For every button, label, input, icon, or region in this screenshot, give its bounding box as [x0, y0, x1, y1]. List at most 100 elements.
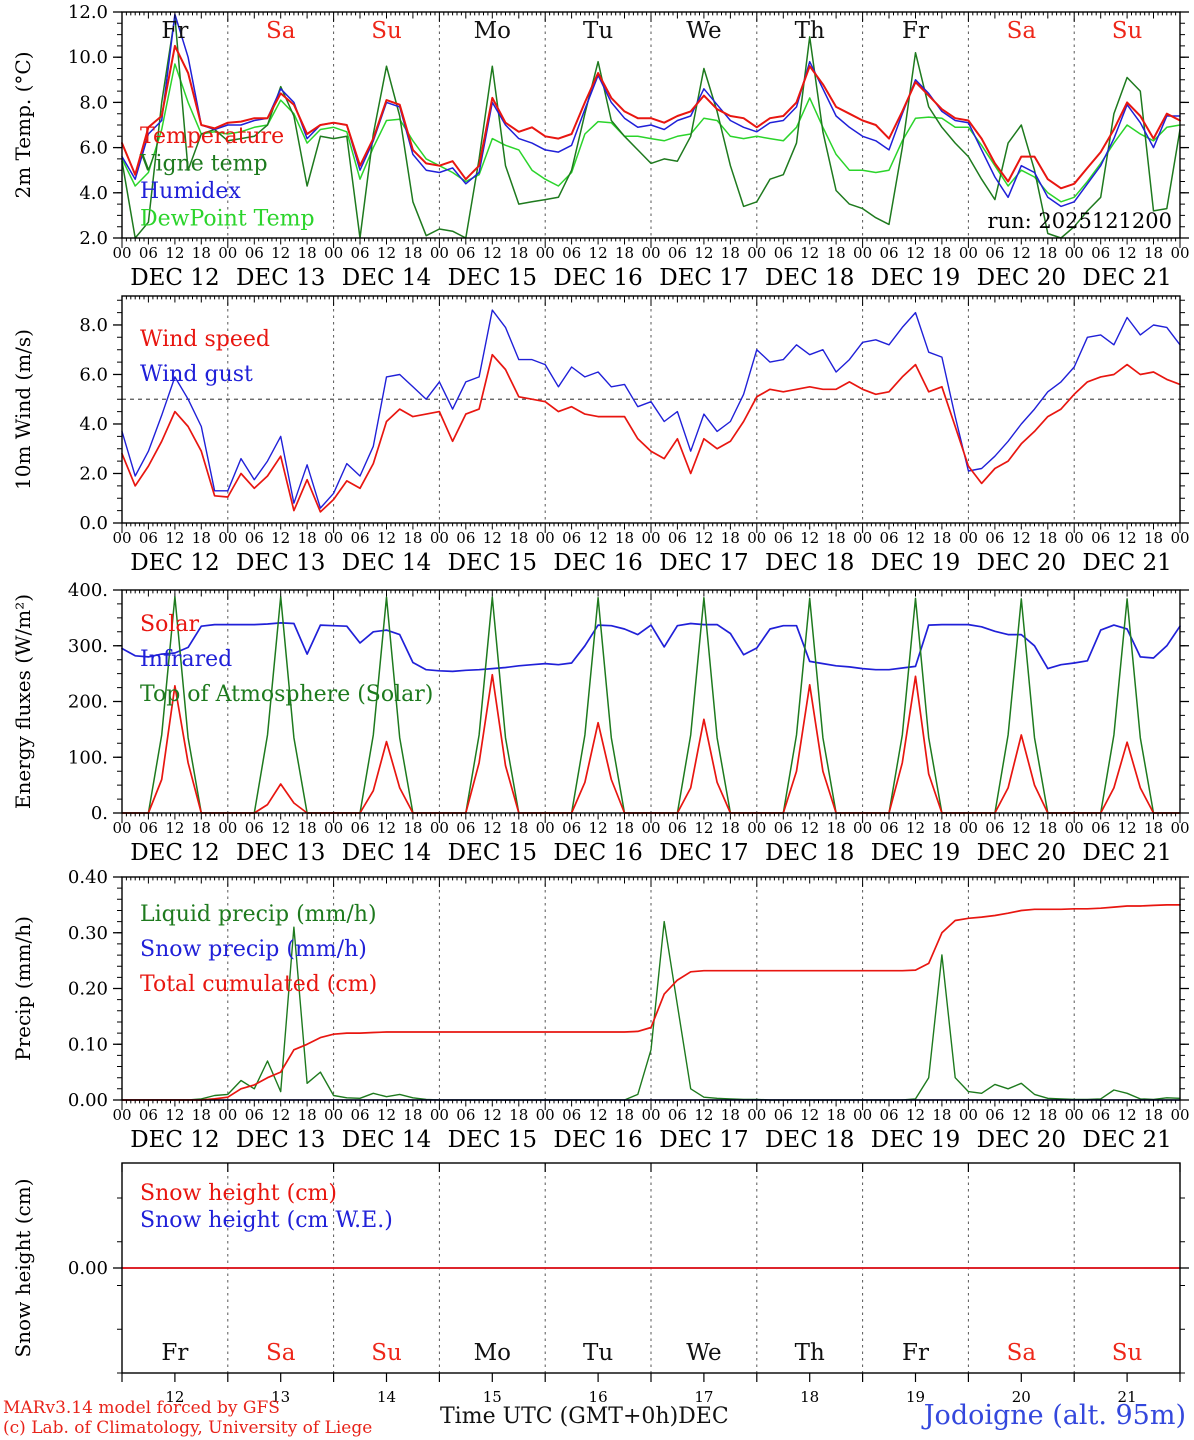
- hour-tick-label: 06: [985, 819, 1004, 837]
- run-label: run: 2025121200: [988, 209, 1172, 233]
- legend-wind-0: Wind speed: [140, 327, 270, 352]
- hour-tick-label: 18: [509, 244, 528, 262]
- hour-tick-label: 18: [827, 1106, 846, 1124]
- hour-tick-label: 18: [192, 1106, 211, 1124]
- hour-tick-label: 18: [721, 1106, 740, 1124]
- hour-tick-label: 06: [456, 1106, 475, 1124]
- y-tick-label: 200.: [68, 692, 108, 713]
- hour-tick-label: 06: [1091, 1106, 1110, 1124]
- hour-tick-label: 00: [641, 244, 660, 262]
- day-number-label: 18: [800, 1388, 819, 1406]
- hour-tick-label: 06: [562, 529, 581, 547]
- hour-tick-label: 12: [694, 1106, 713, 1124]
- hour-tick-label: 12: [165, 1106, 184, 1124]
- date-label: DEC 20: [977, 265, 1066, 291]
- hour-tick-label: 06: [880, 529, 899, 547]
- hour-tick-label: 18: [721, 529, 740, 547]
- date-label: DEC 16: [553, 550, 642, 576]
- hour-tick-label: 06: [351, 1106, 370, 1124]
- series-dewpoint_temp: [121, 63, 1181, 203]
- date-label: DEC 17: [659, 265, 748, 291]
- hour-tick-label: 06: [1091, 529, 1110, 547]
- hour-tick-label: 12: [1012, 819, 1031, 837]
- hour-tick-label: 18: [615, 819, 634, 837]
- hour-tick-label: 12: [800, 244, 819, 262]
- y-tick-label: 12.0: [68, 2, 108, 23]
- date-label: DEC 19: [871, 265, 960, 291]
- hour-tick-label: 00: [853, 529, 872, 547]
- series-wind_gust: [121, 309, 1181, 509]
- hour-tick-label: 12: [906, 1106, 925, 1124]
- hour-tick-label: 18: [615, 244, 634, 262]
- date-label: DEC 21: [1082, 1127, 1171, 1153]
- weekday-label-top: Fr: [161, 18, 188, 44]
- day-number-label: 19: [906, 1388, 925, 1406]
- date-label: DEC 17: [659, 550, 748, 576]
- legend-temp-1: Vigne temp: [139, 152, 268, 177]
- hour-tick-label: 06: [139, 1106, 158, 1124]
- weekday-label-top: Sa: [266, 18, 296, 44]
- hour-tick-label: 06: [774, 244, 793, 262]
- hour-tick-label: 06: [562, 244, 581, 262]
- hour-tick-label: 18: [932, 819, 951, 837]
- hour-tick-label: 00: [324, 819, 343, 837]
- weekday-label-bottom: Th: [795, 1340, 825, 1366]
- hour-tick-label: 12: [377, 529, 396, 547]
- hour-tick-label: 18: [298, 529, 317, 547]
- hour-tick-label: 00: [430, 244, 449, 262]
- date-label: DEC 12: [130, 265, 219, 291]
- date-label: DEC 15: [448, 840, 537, 866]
- hour-tick-label: 06: [668, 529, 687, 547]
- hour-tick-comb-top: [121, 877, 1181, 887]
- hour-tick-label: 00: [536, 529, 555, 547]
- y-tick-label: 100.: [68, 747, 108, 768]
- hour-tick-label: 00: [1170, 529, 1189, 547]
- hour-tick-label: 18: [192, 819, 211, 837]
- y-tick-label: 0.00: [68, 1258, 108, 1279]
- y-tick-label: 2.0: [79, 463, 108, 484]
- date-label: DEC 16: [553, 265, 642, 291]
- date-label: DEC 18: [765, 265, 854, 291]
- hour-tick-label: 12: [589, 244, 608, 262]
- weekday-label-bottom: Su: [1112, 1340, 1143, 1366]
- hour-tick-label: 06: [245, 529, 264, 547]
- hour-tick-label: 12: [800, 529, 819, 547]
- hour-tick-label: 00: [430, 819, 449, 837]
- legend-energy-2: Top of Atmosphere (Solar): [140, 682, 433, 707]
- hour-tick-label: 12: [165, 529, 184, 547]
- model-credit: MARv3.14 model forced by GFS (c) Lab. of…: [3, 1398, 372, 1438]
- hour-tick-label: 06: [774, 529, 793, 547]
- hour-tick-label: 00: [536, 244, 555, 262]
- weekday-label-bottom: Fr: [902, 1340, 929, 1366]
- hour-tick-label: 00: [959, 244, 978, 262]
- hour-tick-label: 12: [694, 244, 713, 262]
- legend-temp-3: DewPoint Temp: [140, 207, 315, 232]
- y-axis-title-precip: Precip (mm/h): [11, 916, 35, 1061]
- hour-tick-label: 00: [853, 819, 872, 837]
- y-tick-label: 2.0: [79, 228, 108, 249]
- model-credit-line2: (c) Lab. of Climatology, University of L…: [3, 1418, 373, 1438]
- day-number-label: 15: [483, 1388, 502, 1406]
- hour-tick-label: 06: [668, 819, 687, 837]
- series-total_cumulated: [121, 904, 1181, 1101]
- hour-tick-label: 18: [403, 244, 422, 262]
- hour-tick-label: 06: [456, 529, 475, 547]
- hour-tick-comb-top: [121, 296, 1181, 306]
- series-temperature: [121, 44, 1181, 190]
- weekday-label-bottom: Su: [371, 1340, 402, 1366]
- hour-tick-comb-top: [121, 590, 1181, 600]
- hour-tick-label: 06: [880, 244, 899, 262]
- weekday-label-top: Fr: [902, 18, 929, 44]
- hour-tick-label: 12: [1012, 244, 1031, 262]
- date-label: DEC 14: [342, 265, 431, 291]
- time-axis-title: Time UTC (GMT+0h)DEC: [440, 1404, 729, 1429]
- hour-tick-label: 12: [800, 1106, 819, 1124]
- y-axis-title-energy: Energy fluxes (W/m²): [11, 594, 35, 809]
- day-number-label: 12: [165, 1388, 184, 1406]
- hour-tick-comb-top: [121, 12, 1181, 22]
- hour-tick-label: 18: [827, 244, 846, 262]
- y-tick-label: 400.: [68, 580, 108, 601]
- hour-tick-label: 12: [1118, 1106, 1137, 1124]
- hour-tick-label: 18: [298, 819, 317, 837]
